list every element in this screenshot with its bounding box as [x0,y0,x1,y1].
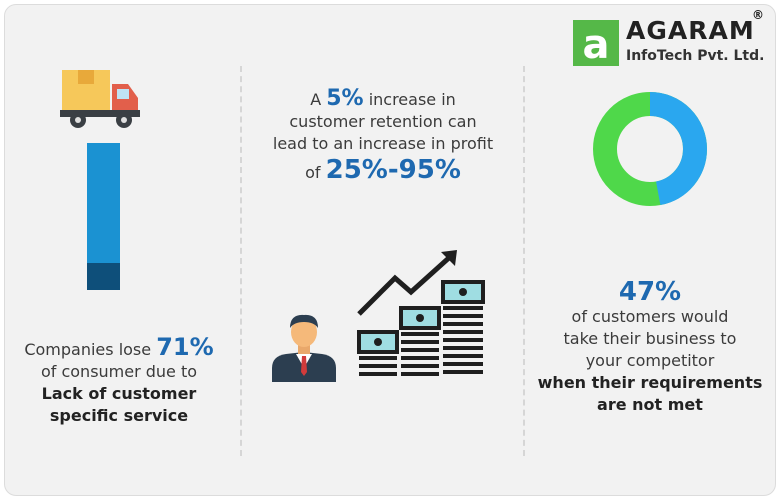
col2-line2: customer retention can [289,112,477,131]
col3-line3: your competitor [585,351,715,370]
col1-line3: Lack of customer [41,384,197,403]
col3-line4: when their requirements [537,373,763,392]
retention-level-bar-base [87,263,120,290]
donut-value-segment [593,92,707,206]
col3-line5: are not met [597,395,703,414]
column-divider-right [523,66,525,456]
col3-line2: take their business to [563,329,737,348]
delivery-truck-icon [60,70,140,128]
logo-mark-letter: a [583,22,610,66]
col2-line1: A 5% increase in [248,88,518,111]
col3-text: 47% of customers would take their busine… [530,278,770,416]
logo-title: AGARAM [626,16,755,45]
growth-chart-icon [357,250,485,376]
column-divider-left [240,66,242,456]
col2-value-small: 5% [326,86,364,111]
col2-line1-suffix: increase in [368,90,456,109]
infographic-card [4,4,776,496]
col1-line1-prefix: Companies lose [24,340,152,359]
donut-chart [593,92,707,206]
col1-line4: specific service [49,406,189,425]
col1-line1: Companies lose 71% [10,333,228,361]
col2-value-large: 25%-95% [325,155,461,185]
logo-mark: a [573,20,619,68]
col3-line1: of customers would [571,307,729,326]
col2-line3: lead to an increase in profit [272,134,494,153]
col1-value: 71% [156,333,214,361]
businessman-icon [272,314,336,382]
logo-registered-mark: ® [752,8,764,22]
col1-text: Companies lose 71% of consumer due to La… [10,333,228,427]
col1-line2: of consumer due to [40,362,198,381]
col2-line4-prefix: of [305,163,321,182]
col2-text: A 5% increase in customer retention can … [248,88,518,184]
retention-level-bar [87,143,120,263]
logo-subtitle: InfoTech Pvt. Ltd. [626,48,765,64]
col2-line1-prefix: A [310,90,322,109]
col3-value: 47% [618,277,682,307]
col2-line4: of 25%-95% [248,157,518,184]
